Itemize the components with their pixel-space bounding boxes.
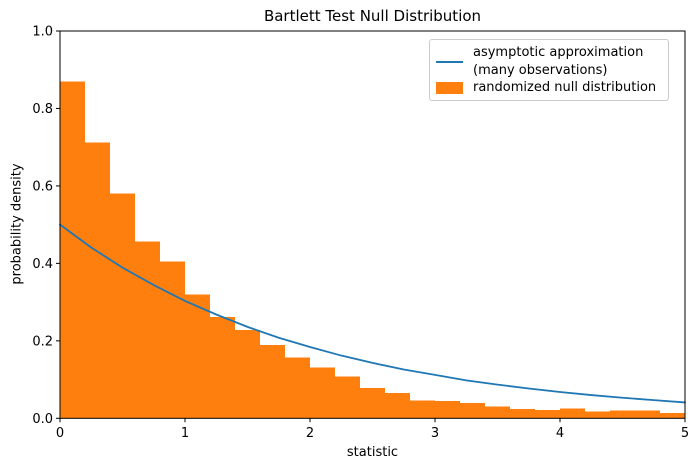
x-tick-label: 1 — [181, 426, 189, 441]
histogram-bar — [235, 329, 260, 419]
histogram-bar — [185, 294, 210, 419]
histogram-bar — [585, 411, 610, 419]
legend-item-label: asymptotic approximation (many observati… — [473, 45, 644, 78]
legend-line-swatch — [436, 60, 463, 63]
histogram-bar — [560, 408, 585, 419]
histogram-bar — [635, 410, 660, 419]
histogram-bar — [610, 410, 635, 419]
legend-item-label: randomized null distribution — [473, 80, 657, 96]
histogram-bar — [410, 400, 435, 419]
histogram-bar — [485, 406, 510, 419]
legend-item-null-distribution: randomized null distribution — [436, 79, 662, 97]
histogram-bar — [535, 409, 560, 419]
pdf-line — [59, 223, 686, 404]
legend-patch-swatch-area — [436, 81, 463, 94]
histogram-bar — [135, 241, 160, 419]
y-tick-label: 0.4 — [32, 257, 53, 272]
y-tick-label: 0.8 — [32, 102, 53, 117]
histogram-bar — [60, 81, 85, 419]
y-tick-label: 1.0 — [32, 25, 53, 40]
legend-item-asymptotic: asymptotic approximation (many observati… — [436, 44, 662, 79]
legend-line-swatch-area — [436, 60, 463, 63]
histogram-bar — [285, 357, 310, 419]
x-tick-label: 3 — [431, 426, 439, 441]
x-tick-label: 4 — [556, 426, 564, 441]
histogram-bar — [260, 345, 285, 419]
histogram-bar — [310, 367, 335, 419]
y-tick-label: 0.2 — [32, 334, 53, 349]
histogram-bar — [435, 400, 460, 419]
histogram-bar — [385, 393, 410, 419]
histogram-bar — [210, 317, 235, 419]
histogram-bar — [660, 412, 685, 419]
axes-spines — [59, 30, 686, 419]
x-axis-label: statistic — [346, 445, 399, 460]
y-tick-label: 0.6 — [32, 179, 53, 194]
histogram-bar — [335, 376, 360, 419]
x-tick-label: 2 — [306, 426, 314, 441]
chart-title: Bartlett Test Null Distribution — [263, 7, 482, 25]
y-tick-label: 0.0 — [32, 412, 53, 427]
histogram-bar — [85, 142, 110, 419]
histogram-bar — [460, 402, 485, 419]
legend-patch-swatch — [436, 81, 463, 94]
histogram-bar — [110, 193, 135, 419]
histogram-bar — [160, 261, 185, 419]
x-tick-label: 0 — [56, 426, 64, 441]
histogram-bar — [360, 388, 385, 419]
legend: asymptotic approximation (many observati… — [429, 39, 669, 101]
x-tick-label: 5 — [681, 426, 689, 441]
histogram-bar — [510, 409, 535, 419]
